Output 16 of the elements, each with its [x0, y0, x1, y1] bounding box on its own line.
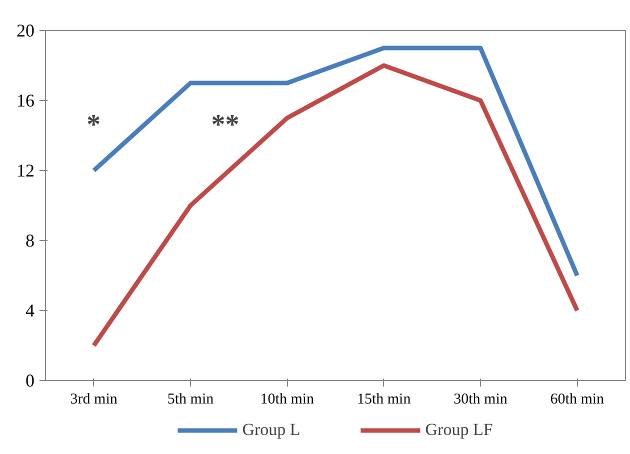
x-tick-label: 5th min [167, 392, 214, 408]
x-tick-label: 10th min [260, 392, 315, 408]
y-tick-label: 12 [16, 160, 34, 180]
y-tick-label: 8 [26, 230, 34, 250]
y-tick-label: 20 [16, 20, 34, 40]
x-tick-label: 30th min [454, 392, 508, 408]
legend-label: Group L [242, 420, 300, 440]
y-tick-label: 4 [26, 300, 34, 320]
annotation: ** [211, 110, 240, 140]
x-tick-label: 15th min [356, 392, 412, 408]
x-tick-label: 3rd min [70, 392, 118, 408]
legend-label: Group LF [425, 420, 493, 440]
x-tick-label: 60th min [550, 392, 605, 408]
annotation: * [86, 110, 101, 140]
y-tick-label: 0 [26, 370, 34, 390]
y-tick-label: 16 [16, 90, 34, 110]
